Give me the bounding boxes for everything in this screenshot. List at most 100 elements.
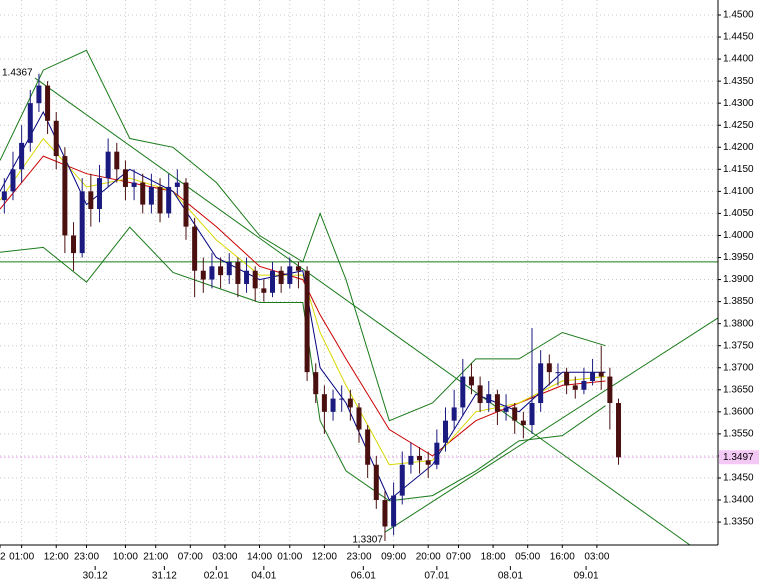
date-tick-label: 08.01 <box>498 571 523 582</box>
x-tick-label: 12:00 <box>312 552 337 563</box>
candle-body <box>460 376 466 408</box>
date-tick-label: 07.01 <box>424 571 449 582</box>
y-tick-label: 1.3550 <box>723 429 754 440</box>
y-tick-label: 1.3450 <box>723 473 754 484</box>
y-tick-label: 1.4250 <box>723 120 754 131</box>
candle-body <box>546 363 552 373</box>
x-tick-label: 05:00 <box>515 552 540 563</box>
date-tick-label: 09.01 <box>574 571 599 582</box>
candle-body <box>183 182 189 227</box>
y-tick-label: 1.4400 <box>723 54 754 65</box>
candle-body <box>174 182 180 187</box>
candle-body <box>114 151 120 170</box>
trendline <box>34 77 691 546</box>
candle-body <box>62 156 68 236</box>
candle-body <box>607 376 613 404</box>
candle-body <box>19 142 25 170</box>
candle-body <box>590 372 596 381</box>
y-tick-label: 1.4450 <box>723 32 754 43</box>
candle-body <box>295 266 301 271</box>
candle-body <box>555 372 561 374</box>
candle-body <box>157 186 163 214</box>
y-tick-label: 1.3800 <box>723 318 754 329</box>
y-tick-label: 1.4350 <box>723 76 754 87</box>
candle-body <box>36 85 42 104</box>
x-tick-label: 23:00 <box>346 552 371 563</box>
candle-body <box>96 178 102 210</box>
candle-body <box>339 398 345 400</box>
candle-body <box>192 226 198 271</box>
y-tick-label: 1.4300 <box>723 98 754 109</box>
x-tick-label: 10:00 <box>113 552 138 563</box>
x-tick-label: 18:00 <box>481 552 506 563</box>
candle-body <box>88 191 94 210</box>
x-tick-label: 14:00 <box>247 552 272 563</box>
x-tick-label: 03:00 <box>212 552 237 563</box>
candle-body <box>356 407 362 430</box>
candle-body <box>399 464 405 496</box>
candle-body <box>269 270 275 293</box>
candle-body <box>382 500 388 527</box>
candle-body <box>244 270 250 284</box>
date-tick-label: 31.12 <box>152 571 177 582</box>
candle-body <box>494 394 500 412</box>
candle-body <box>53 120 59 157</box>
y-tick-label: 1.3400 <box>723 495 754 506</box>
candle-body <box>218 266 224 276</box>
y-tick-label: 1.3650 <box>723 384 754 395</box>
annotation: 1.3307 <box>352 535 383 546</box>
x-tick-label: 2 <box>0 552 6 563</box>
candle-body <box>434 442 440 465</box>
candle-body <box>468 376 474 386</box>
candle-body <box>209 266 215 280</box>
x-tick-label: 23:00 <box>74 552 99 563</box>
candle-body <box>408 455 414 465</box>
candle-body <box>45 85 51 121</box>
y-tick-label: 1.3750 <box>723 340 754 351</box>
candle-body <box>572 385 578 390</box>
y-tick-label: 1.4200 <box>723 142 754 153</box>
candle-body <box>200 270 206 280</box>
candle-body <box>321 394 327 412</box>
date-tick-label: 06.01 <box>351 571 376 582</box>
candle-body <box>616 403 622 458</box>
price-tag <box>719 450 759 465</box>
x-tick-label: 01:00 <box>277 552 302 563</box>
candle-body <box>252 270 258 289</box>
candle-body <box>148 186 154 205</box>
annotation: 1.4367 <box>2 67 33 78</box>
candle-body <box>425 460 431 465</box>
candle-body <box>131 182 137 187</box>
x-tick-label: 16:00 <box>550 552 575 563</box>
candle-body <box>261 288 267 293</box>
date-tick-label: 04.01 <box>251 571 276 582</box>
candle-body <box>10 169 16 192</box>
candle-body <box>79 191 85 254</box>
candle-body <box>313 372 319 395</box>
candle-body <box>564 372 570 386</box>
candle-body <box>27 103 33 143</box>
candle-body <box>287 266 293 284</box>
candle-body <box>71 235 77 254</box>
candle-body <box>391 495 397 527</box>
candle-body <box>122 169 128 187</box>
date-tick-label: 30.12 <box>83 571 108 582</box>
candle-body <box>166 186 172 214</box>
date-tick-label: 02.01 <box>204 571 229 582</box>
x-tick-label: 07:00 <box>446 552 471 563</box>
candle-body <box>512 407 518 421</box>
x-tick-label: 01:00 <box>9 552 34 563</box>
y-tick-label: 1.4150 <box>723 164 754 175</box>
candle-body <box>140 182 146 205</box>
candle-body <box>529 403 535 426</box>
candle-body <box>417 455 423 461</box>
candle-body <box>1 191 7 201</box>
x-tick-label: 03:00 <box>584 552 609 563</box>
y-tick-label: 1.4000 <box>723 230 754 241</box>
indicator-line <box>0 49 606 422</box>
y-tick-label: 1.3700 <box>723 362 754 373</box>
x-tick-label: 07:00 <box>178 552 203 563</box>
trendline <box>384 317 719 533</box>
candle-body <box>443 420 449 443</box>
